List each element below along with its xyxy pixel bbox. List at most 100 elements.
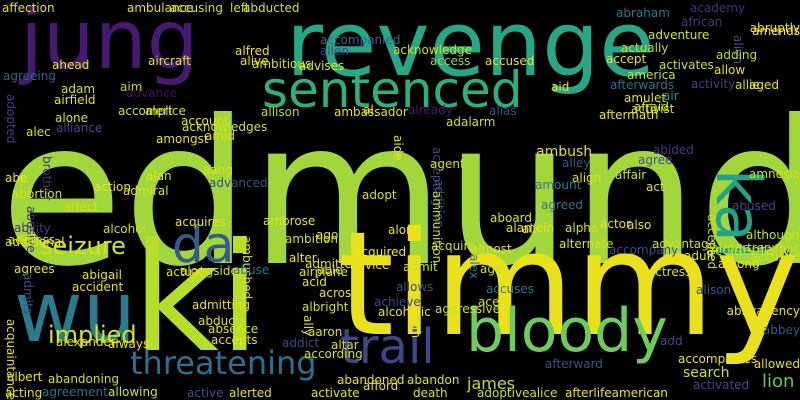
word: al xyxy=(363,103,374,117)
word: academy xyxy=(690,1,746,15)
word: adam xyxy=(61,82,96,96)
word: aid xyxy=(551,80,570,94)
word: aide xyxy=(391,135,405,161)
word: adventure xyxy=(648,28,710,42)
word: alcohol xyxy=(103,222,146,236)
word: aang xyxy=(203,163,233,177)
word: abe xyxy=(5,171,28,185)
word: ambitious xyxy=(252,57,312,71)
word: death xyxy=(413,386,448,400)
word: amount xyxy=(535,178,582,192)
word: seizure xyxy=(40,232,126,260)
word: acquire xyxy=(431,239,476,253)
word: accepts xyxy=(211,333,258,347)
word: acquired xyxy=(354,245,407,259)
word: lion xyxy=(762,371,795,392)
word: afterward xyxy=(545,357,603,371)
word: threatening xyxy=(130,344,317,382)
word: account xyxy=(181,114,229,128)
word: accompanied xyxy=(320,33,401,47)
word: alter xyxy=(289,251,317,265)
word: ability xyxy=(14,221,51,235)
word: activist xyxy=(631,102,675,116)
word: alex xyxy=(467,254,481,279)
word: abuse xyxy=(233,263,270,277)
word: accomplice xyxy=(118,104,186,118)
word: among xyxy=(718,257,760,271)
word: alcoholic xyxy=(378,305,431,319)
word: airplane xyxy=(299,265,348,279)
word: accused xyxy=(485,54,535,68)
word: america xyxy=(627,68,676,82)
word: alternate xyxy=(559,237,614,251)
word: amongst xyxy=(156,132,209,146)
word: acknowledges xyxy=(182,120,268,134)
word: admitted xyxy=(305,257,360,271)
word: wu xyxy=(14,263,136,361)
word: abandon xyxy=(407,373,460,387)
word: ambassador xyxy=(334,105,408,119)
word: left xyxy=(230,1,250,15)
word: agreed xyxy=(541,198,584,212)
word: abbyagency xyxy=(726,304,800,318)
word: additional xyxy=(5,235,65,249)
word: alan xyxy=(146,169,172,183)
word: trail xyxy=(340,319,435,375)
word: air xyxy=(663,89,679,103)
word: access xyxy=(430,54,471,68)
word: adding xyxy=(716,48,758,62)
word: ahead xyxy=(52,58,90,72)
word: aged xyxy=(749,78,779,92)
word: across xyxy=(319,286,358,300)
word: abducts xyxy=(198,314,246,328)
word: albright xyxy=(302,300,349,314)
word: aggressive xyxy=(435,302,500,316)
word: allowing xyxy=(108,385,158,399)
word: accident xyxy=(72,280,124,294)
word: revenge xyxy=(286,0,655,97)
word: admits xyxy=(21,273,35,314)
word: ago xyxy=(316,228,339,242)
word: absence xyxy=(208,322,259,336)
word: ki xyxy=(132,212,261,386)
word: accompanies xyxy=(678,352,758,366)
word: allows xyxy=(396,280,434,294)
word: albert xyxy=(7,370,43,384)
word: alliance xyxy=(56,121,103,135)
word: almost xyxy=(471,242,512,256)
word: alias xyxy=(489,104,517,118)
word: search xyxy=(683,365,730,381)
word: amulet xyxy=(624,91,667,105)
word: activates xyxy=(659,58,714,72)
word: abused xyxy=(732,199,776,213)
word: agreement xyxy=(42,385,108,399)
word: afterwards xyxy=(610,78,675,92)
word: afraid xyxy=(634,100,669,114)
word: agrees xyxy=(14,262,55,276)
word: jung xyxy=(20,0,199,88)
word: altar xyxy=(331,338,359,352)
word: ambush xyxy=(536,144,593,160)
word: abruptly xyxy=(749,21,800,35)
word: accidentally xyxy=(706,243,791,259)
word: alongside xyxy=(180,264,238,278)
word: alison xyxy=(696,283,732,297)
word: active xyxy=(187,386,224,400)
word: affection xyxy=(2,1,55,15)
word: ambrose xyxy=(263,214,316,228)
word: advises xyxy=(299,59,345,73)
word: acquires xyxy=(175,215,226,229)
word: acknowledge xyxy=(393,43,472,57)
word: alerted xyxy=(229,386,272,400)
word: allowed xyxy=(753,357,800,371)
word: abandoning xyxy=(48,372,120,386)
word: agent xyxy=(430,157,465,171)
word: adalarm xyxy=(446,115,496,129)
word: afterlifeamerican xyxy=(565,386,668,400)
word: achieve xyxy=(374,295,421,309)
word: addict xyxy=(282,336,320,350)
word: allison xyxy=(261,105,300,119)
word: agreeing xyxy=(3,69,56,83)
word: advice xyxy=(350,258,390,272)
word: alley xyxy=(562,156,591,170)
